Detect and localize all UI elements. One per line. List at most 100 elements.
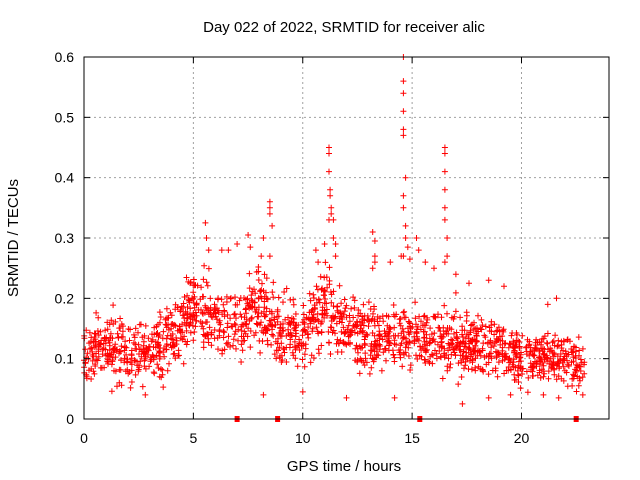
data-point (299, 356, 306, 363)
data-point (488, 322, 495, 329)
data-point (404, 244, 411, 251)
data-point (390, 311, 397, 318)
data-point (579, 345, 586, 352)
data-point (343, 394, 350, 401)
data-point (400, 204, 407, 211)
data-point (577, 363, 584, 370)
data-point (512, 376, 519, 383)
data-point (429, 360, 436, 367)
data-point (509, 330, 516, 336)
data-point (110, 320, 117, 327)
data-point (550, 353, 557, 360)
data-point (341, 330, 348, 337)
data-point (202, 219, 209, 226)
data-point (549, 350, 556, 356)
data-point (232, 294, 238, 301)
data-point (206, 324, 213, 331)
data-point (264, 341, 271, 348)
data-point (84, 350, 91, 357)
data-point (406, 331, 413, 338)
data-point (346, 312, 353, 319)
data-point (159, 335, 166, 342)
data-point (424, 316, 431, 323)
data-point (515, 372, 522, 379)
data-point (177, 308, 184, 315)
data-point (570, 371, 577, 378)
data-point (179, 329, 186, 336)
data-point (452, 308, 459, 315)
data-point (405, 353, 412, 359)
data-point (362, 350, 369, 357)
data-point (330, 216, 337, 223)
data-point (255, 264, 262, 270)
data-point (108, 361, 115, 368)
data-point (383, 357, 389, 364)
data-point (330, 235, 337, 241)
data-point (499, 347, 506, 354)
data-point (463, 353, 470, 360)
data-point (341, 296, 348, 303)
data-point (414, 356, 421, 362)
data-point (91, 334, 98, 340)
data-point (261, 313, 268, 320)
data-point (168, 325, 174, 332)
x-tick-label: 20 (514, 430, 530, 446)
data-point (140, 346, 147, 353)
data-point (568, 359, 575, 366)
data-point (338, 349, 345, 355)
data-point (203, 235, 210, 241)
data-point (452, 344, 459, 351)
data-point (485, 394, 492, 401)
data-point (544, 340, 551, 347)
data-point (244, 333, 251, 340)
data-point (407, 328, 414, 335)
data-point (210, 311, 217, 317)
data-point (308, 308, 315, 314)
data-point (569, 375, 576, 382)
data-point (573, 361, 580, 368)
data-point (491, 331, 498, 338)
data-point (527, 360, 534, 367)
data-point (220, 301, 227, 308)
data-point (112, 354, 119, 361)
data-point (371, 253, 378, 260)
x-tick-label: 10 (295, 430, 311, 446)
data-point (363, 359, 370, 366)
data-point (325, 328, 332, 335)
data-point (187, 329, 194, 336)
data-point (190, 312, 197, 319)
data-point (426, 359, 433, 366)
data-point (241, 314, 248, 321)
data-point (551, 342, 558, 349)
data-point (183, 274, 190, 281)
data-point (309, 316, 316, 323)
data-point (232, 301, 239, 308)
data-point (439, 375, 446, 382)
data-point (127, 326, 134, 333)
data-point (187, 319, 194, 326)
data-point (577, 377, 583, 384)
data-point (461, 327, 468, 334)
data-point (402, 222, 409, 229)
data-point (371, 238, 378, 244)
data-point (525, 374, 532, 381)
data-point (354, 330, 361, 337)
data-point (422, 346, 428, 353)
data-point (208, 342, 215, 349)
data-point (368, 317, 375, 324)
data-point (264, 296, 271, 303)
data-point (260, 235, 267, 241)
data-point (255, 277, 262, 283)
data-point (266, 204, 273, 211)
data-point (438, 338, 445, 345)
data-point (198, 306, 204, 313)
data-point (402, 235, 409, 241)
data-point (546, 348, 553, 355)
data-point (478, 316, 485, 323)
data-point (294, 363, 301, 370)
data-point (331, 314, 338, 321)
data-point (554, 353, 561, 360)
data-point (338, 300, 345, 307)
data-point (277, 353, 283, 359)
data-point (322, 310, 329, 317)
